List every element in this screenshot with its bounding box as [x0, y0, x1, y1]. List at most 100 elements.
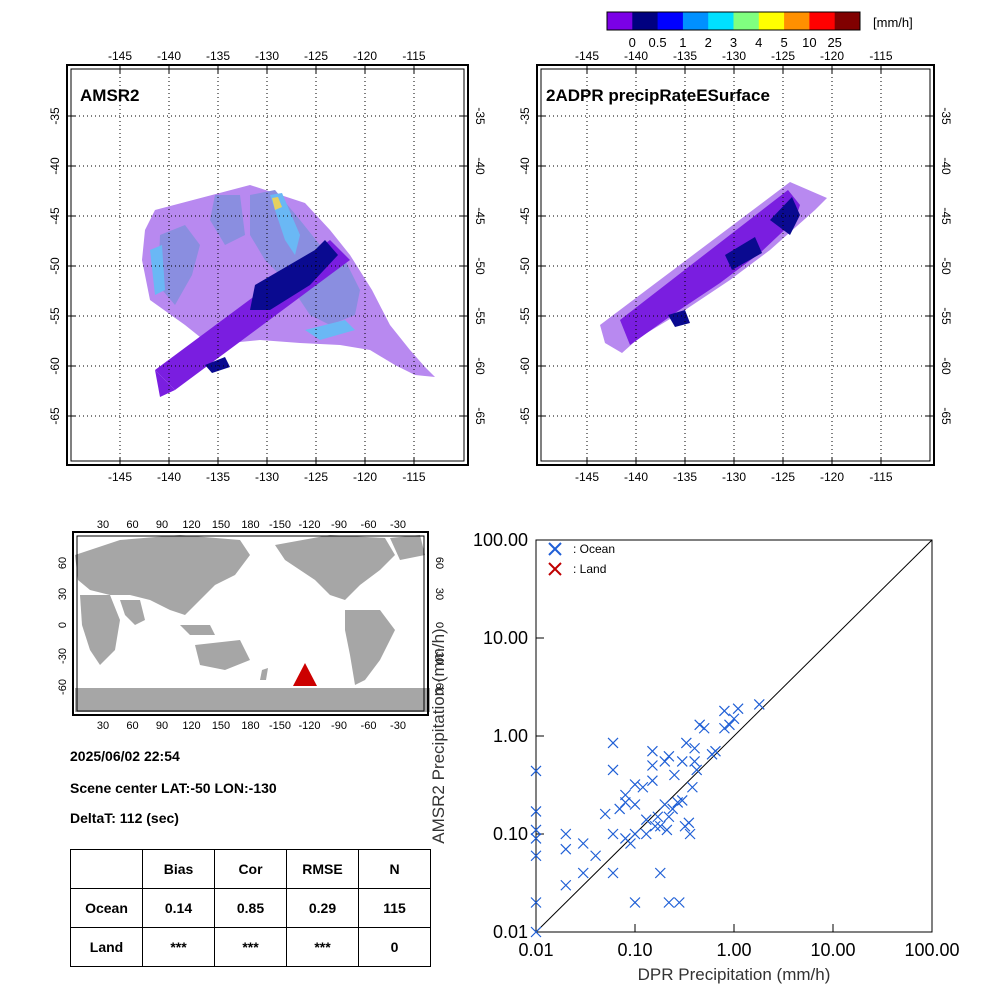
scatter-point	[647, 775, 658, 787]
x-axis-label: DPR Precipitation (mm/h)	[638, 965, 831, 984]
lon-tick-label: -115	[869, 470, 892, 484]
lon-tick-label: -120	[820, 470, 844, 484]
scatter-point	[689, 742, 701, 754]
scatter-point	[629, 799, 641, 810]
scatter-point	[673, 897, 685, 908]
stats-cell: 115	[358, 888, 431, 928]
scatter-point	[637, 781, 649, 793]
colorbar-swatch	[708, 12, 734, 30]
lon-tick-label: -135	[206, 49, 230, 63]
scatter-point	[607, 828, 619, 840]
lon-tick-label: -130	[255, 49, 279, 63]
scatter-point	[599, 808, 611, 820]
lon-tick-label: -115	[869, 49, 892, 63]
colorbar-label: 0.5	[649, 35, 667, 50]
x-tick-label: 0.10	[617, 940, 652, 960]
amsr2-title: AMSR2	[80, 86, 140, 105]
scatter-point	[680, 737, 692, 749]
x-tick-label: 1.00	[716, 940, 751, 960]
x-tick-label: 100.00	[904, 940, 959, 960]
lon-tick-label: -135	[673, 470, 697, 484]
lat-tick-label: -65	[473, 407, 487, 425]
scatter-point	[667, 803, 679, 815]
lon-tick-label: -125	[304, 49, 328, 63]
dpr-title: 2ADPR precipRateESurface	[546, 86, 770, 105]
lon-tick-label: -115	[402, 470, 425, 484]
legend-label: : Land	[573, 562, 606, 576]
world-lat-label: 60	[433, 557, 445, 569]
scatter-point	[663, 897, 675, 908]
scatter-point	[718, 705, 730, 717]
world-lat-label: 30	[433, 588, 445, 600]
world-lon-label: 120	[182, 720, 200, 732]
scatter-point	[530, 824, 542, 836]
stats-header-cell: Cor	[214, 849, 287, 889]
lon-tick-label: -145	[108, 49, 132, 63]
scatter-point	[530, 805, 542, 817]
world-lon-label: -120	[298, 519, 320, 531]
scatter-point	[649, 820, 661, 832]
world-frame: 30 60 90 120 150 180 -150 -120 -90 -60 -30 30 60 90 1…	[57, 519, 445, 732]
stats-cell: 0.85	[214, 888, 287, 928]
y-tick-label: 100.00	[473, 530, 528, 550]
world-map-panel: 30 60 90 120 150 180 -150 -120 -90 -60 -30 30 60 90 1…	[57, 519, 445, 732]
scatter-point	[629, 828, 641, 840]
stats-row-land: Land *** *** *** 0	[70, 927, 431, 967]
lat-tick-label: -55	[939, 307, 953, 325]
lon-tick-label: -130	[722, 49, 746, 63]
lon-tick-label: -145	[108, 470, 132, 484]
scatter-point	[560, 843, 572, 855]
scatter-point	[530, 926, 542, 938]
stats-cell: Land	[70, 927, 143, 967]
lon-tick-label: -125	[304, 470, 328, 484]
colorbar-label: 2	[705, 35, 712, 50]
scatter-point	[560, 879, 572, 891]
scatter-point	[654, 820, 666, 832]
scatter-point	[718, 722, 730, 734]
scatter-point	[629, 897, 641, 908]
scatter-plot: 0.01 0.10 1.00 10.00 100.00 0.01 0.10 1.00 10.0…	[429, 530, 960, 984]
scatter-point	[728, 713, 740, 725]
one-to-one-line	[535, 539, 933, 933]
stats-cell: 0.14	[142, 888, 215, 928]
world-lon-label: -60	[361, 720, 377, 732]
colorbar-unit: [mm/h]	[873, 15, 913, 30]
lat-tick-label: -35	[48, 107, 62, 125]
lon-tick-label: -125	[771, 49, 795, 63]
scatter-point	[732, 703, 744, 715]
scatter-legend: : Ocean: Land	[548, 542, 615, 576]
stats-header-cell: Bias	[142, 849, 215, 889]
lat-tick-label: -50	[48, 257, 62, 275]
colorbar-swatch	[758, 12, 785, 30]
lat-tick-label: -45	[518, 207, 532, 225]
lat-tick-label: -40	[48, 157, 62, 175]
legend-marker	[548, 542, 562, 556]
dpr-frame: -145 -140 -135 -130 -125 -120 -115 -145 -140 -13…	[518, 49, 953, 484]
y-axis-label: AMSR2 Precipitation (mm/h)	[429, 628, 448, 843]
colorbar-label: 25	[827, 35, 841, 50]
world-lat-label: -30	[57, 648, 69, 664]
world-lat-label: 0	[433, 622, 445, 628]
y-tick-label: 1.00	[493, 726, 528, 746]
lon-tick-label: -120	[353, 470, 377, 484]
lon-tick-label: -130	[722, 470, 746, 484]
scatter-point	[577, 838, 589, 849]
world-landmasses	[75, 535, 430, 712]
lat-tick-label: -50	[473, 257, 487, 275]
stats-header-cell: RMSE	[286, 849, 359, 889]
world-lat-label: -60	[433, 679, 445, 695]
colorbar-swatch	[809, 12, 836, 30]
colorbar-label: 3	[730, 35, 737, 50]
lat-tick-label: -60	[939, 357, 953, 375]
amsr2-swath	[142, 185, 435, 397]
stats-cell: ***	[214, 927, 287, 967]
lon-tick-label: -115	[402, 49, 425, 63]
world-lat-label: 0	[57, 622, 69, 628]
lat-tick-label: -55	[518, 307, 532, 325]
lat-tick-label: -65	[939, 407, 953, 425]
world-lon-label: -150	[269, 519, 291, 531]
colorbar-label: 1	[679, 35, 686, 50]
world-lon-label: 90	[156, 720, 168, 732]
lon-tick-label: -135	[673, 49, 697, 63]
scene-center-label: Scene center LAT:-50 LON:-130	[70, 780, 277, 796]
